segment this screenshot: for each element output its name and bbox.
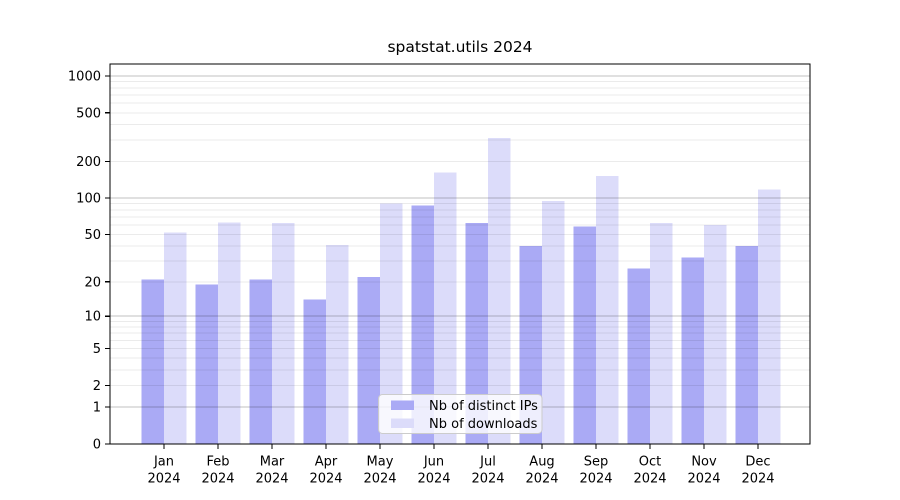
gridlines-layer (110, 75, 810, 408)
x-tick-label-year: 2024 (741, 472, 774, 487)
x-tick-label-month: Aug (529, 455, 554, 470)
y-tick-label: 5 (93, 342, 101, 357)
bar-group-apr (303, 244, 349, 444)
legend-label-downloads: Nb of downloads (429, 417, 538, 432)
x-tick-label-year: 2024 (309, 472, 342, 487)
bar-distinct-ips (141, 279, 164, 444)
bar-group-may (357, 203, 403, 444)
bar-group-feb (195, 222, 241, 444)
y-tick-label: 10 (84, 310, 101, 325)
y-tick-label: 20 (84, 275, 101, 290)
bar-downloads (380, 203, 403, 444)
bar-distinct-ips (681, 257, 704, 444)
bar-distinct-ips (627, 268, 650, 444)
x-tick-label-month: Feb (206, 455, 229, 470)
bar-downloads (542, 200, 565, 444)
x-tick-label-year: 2024 (633, 472, 666, 487)
y-tick-label: 1000 (68, 69, 101, 84)
x-tick-label-month: Jan (153, 455, 174, 470)
bar-group-sep (573, 175, 619, 444)
bar-distinct-ips (465, 223, 488, 444)
bar-group-jun (411, 172, 457, 445)
legend-swatch-distinct-ips (391, 400, 414, 410)
x-tick-label-month: May (367, 455, 394, 470)
y-tick-label: 200 (76, 155, 101, 170)
x-tick-label-month: Dec (745, 455, 770, 470)
plot-frame (109, 63, 811, 445)
y-tick-label: 2 (93, 379, 101, 394)
bar-distinct-ips (303, 299, 326, 444)
bar-downloads (218, 222, 241, 444)
x-tick-label-year: 2024 (201, 472, 234, 487)
x-tick-label-year: 2024 (525, 472, 558, 487)
x-tick-label-month: Jul (479, 455, 496, 470)
bar-distinct-ips (411, 205, 434, 444)
legend-box (378, 394, 543, 434)
y-tick-label: 0 (93, 438, 101, 453)
legend: Nb of distinct IPs Nb of downloads (378, 394, 543, 434)
x-tick-label-year: 2024 (255, 472, 288, 487)
x-tick-label-year: 2024 (471, 472, 504, 487)
bar-downloads (488, 138, 511, 445)
chart-title: spatstat.utils 2024 (387, 38, 532, 56)
x-tick-label-month: Jun (423, 455, 444, 470)
y-tick-label: 1 (93, 401, 101, 416)
x-tick-label-year: 2024 (687, 472, 720, 487)
legend-label-distinct-ips: Nb of distinct IPs (429, 399, 538, 414)
bar-distinct-ips (357, 276, 380, 444)
x-tick-label-year: 2024 (579, 472, 612, 487)
x-tick-label-month: Oct (639, 455, 661, 470)
bar-group-mar (249, 223, 295, 444)
axes-layer (105, 63, 811, 449)
bar-downloads (758, 189, 781, 444)
legend-swatch-downloads (391, 418, 414, 428)
bar-distinct-ips (195, 284, 218, 444)
bar-group-nov (681, 224, 727, 444)
bar-distinct-ips (573, 226, 596, 444)
bar-group-jul (465, 138, 511, 445)
x-tick-label-year: 2024 (147, 472, 180, 487)
bar-group-dec (735, 189, 781, 444)
bar-group-jan (141, 232, 187, 444)
bar-downloads (704, 224, 727, 444)
tick-labels-layer: 0 1 2 5 10 20 50 100 200 500 1000 Jan 2024 Feb 2024 Mar… (68, 69, 775, 486)
bar-downloads (596, 175, 619, 444)
bar-downloads (164, 232, 187, 444)
x-tick-label-year: 2024 (417, 472, 450, 487)
x-tick-label-month: Sep (584, 455, 609, 470)
y-tick-label: 500 (76, 106, 101, 121)
y-tick-label: 100 (76, 192, 101, 207)
bar-downloads (272, 223, 295, 444)
bar-group-oct (627, 223, 673, 444)
x-tick-label-year: 2024 (363, 472, 396, 487)
x-tick-label-month: Nov (691, 455, 717, 470)
bar-downloads (326, 244, 349, 444)
x-tick-label-month: Apr (315, 455, 338, 470)
bar-downloads (434, 172, 457, 445)
bar-downloads (650, 223, 673, 444)
bar-distinct-ips (735, 246, 758, 444)
y-tick-label: 50 (84, 228, 101, 243)
bar-distinct-ips (249, 279, 272, 444)
x-tick-label-month: Mar (260, 455, 285, 470)
